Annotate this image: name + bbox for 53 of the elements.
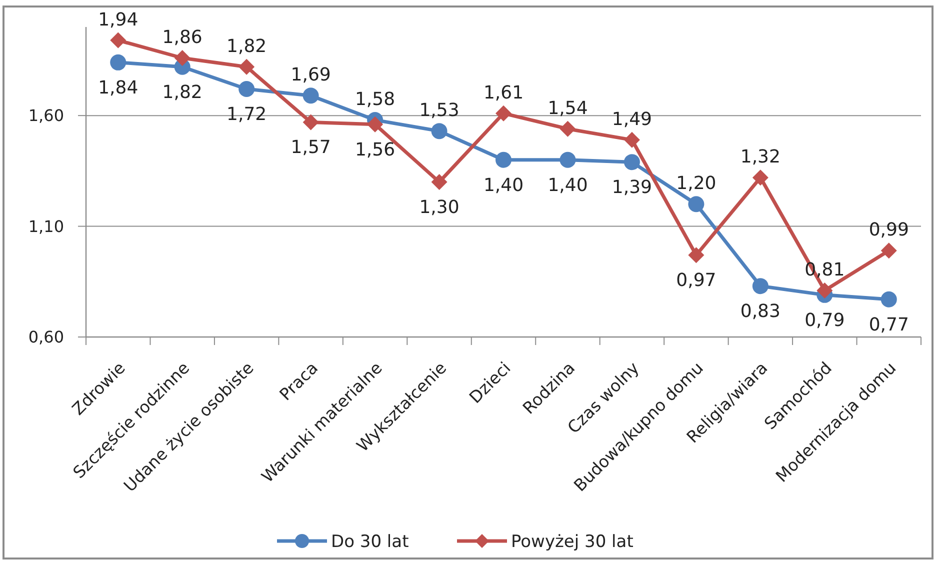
point: [624, 132, 640, 148]
point: [624, 154, 640, 170]
point: [110, 32, 126, 48]
data-label: 1,57: [290, 137, 331, 158]
y-tick-label: 1,60: [28, 106, 64, 126]
point: [431, 174, 448, 190]
point: [880, 242, 897, 259]
legend-label: Do 30 lat: [331, 532, 410, 552]
point: [688, 247, 704, 264]
data-label: 1,49: [612, 108, 652, 130]
point: [496, 105, 512, 122]
data-label: 1,58: [355, 89, 396, 110]
point: [816, 282, 833, 298]
data-label: 1,61: [483, 82, 524, 104]
legend-label: Powyżej 30 lat: [511, 532, 634, 552]
data-label: 1,56: [355, 139, 396, 160]
point: [431, 123, 448, 140]
data-label: 0,83: [740, 301, 780, 322]
point: [880, 291, 897, 308]
data-label: 0,99: [868, 220, 909, 241]
data-label: 1,69: [290, 64, 331, 86]
point: [752, 170, 768, 186]
point: [110, 54, 126, 70]
point: [238, 81, 255, 97]
point: [752, 278, 768, 294]
y-tick-label: 1,10: [28, 216, 64, 236]
point: [367, 116, 384, 132]
y-tick-label: 0,60: [28, 328, 64, 347]
data-label: 0,79: [804, 310, 845, 331]
point: [688, 196, 704, 212]
data-label: 1,40: [483, 174, 524, 196]
point: [302, 88, 319, 104]
data-label: 1,20: [676, 173, 716, 194]
data-label: 0,77: [868, 314, 909, 336]
data-label: 1,40: [548, 174, 588, 196]
point: [560, 120, 576, 137]
data-label: 1,32: [740, 146, 780, 168]
data-label: 1,82: [226, 36, 267, 57]
point: [238, 58, 255, 75]
point: [174, 50, 190, 66]
point: [496, 152, 512, 168]
data-label: 0,97: [676, 270, 716, 292]
data-label: 1,86: [162, 27, 202, 48]
data-label: 1,39: [612, 177, 652, 198]
data-label: 1,53: [419, 100, 460, 122]
data-label: 1,72: [226, 104, 267, 125]
data-label: 1,82: [162, 82, 202, 103]
data-label: 1,30: [419, 197, 460, 218]
data-label: 1,84: [98, 77, 138, 98]
data-label: 1,94: [98, 9, 138, 30]
point: [302, 114, 319, 130]
point: [560, 152, 576, 168]
data-label: 1,54: [548, 98, 588, 119]
